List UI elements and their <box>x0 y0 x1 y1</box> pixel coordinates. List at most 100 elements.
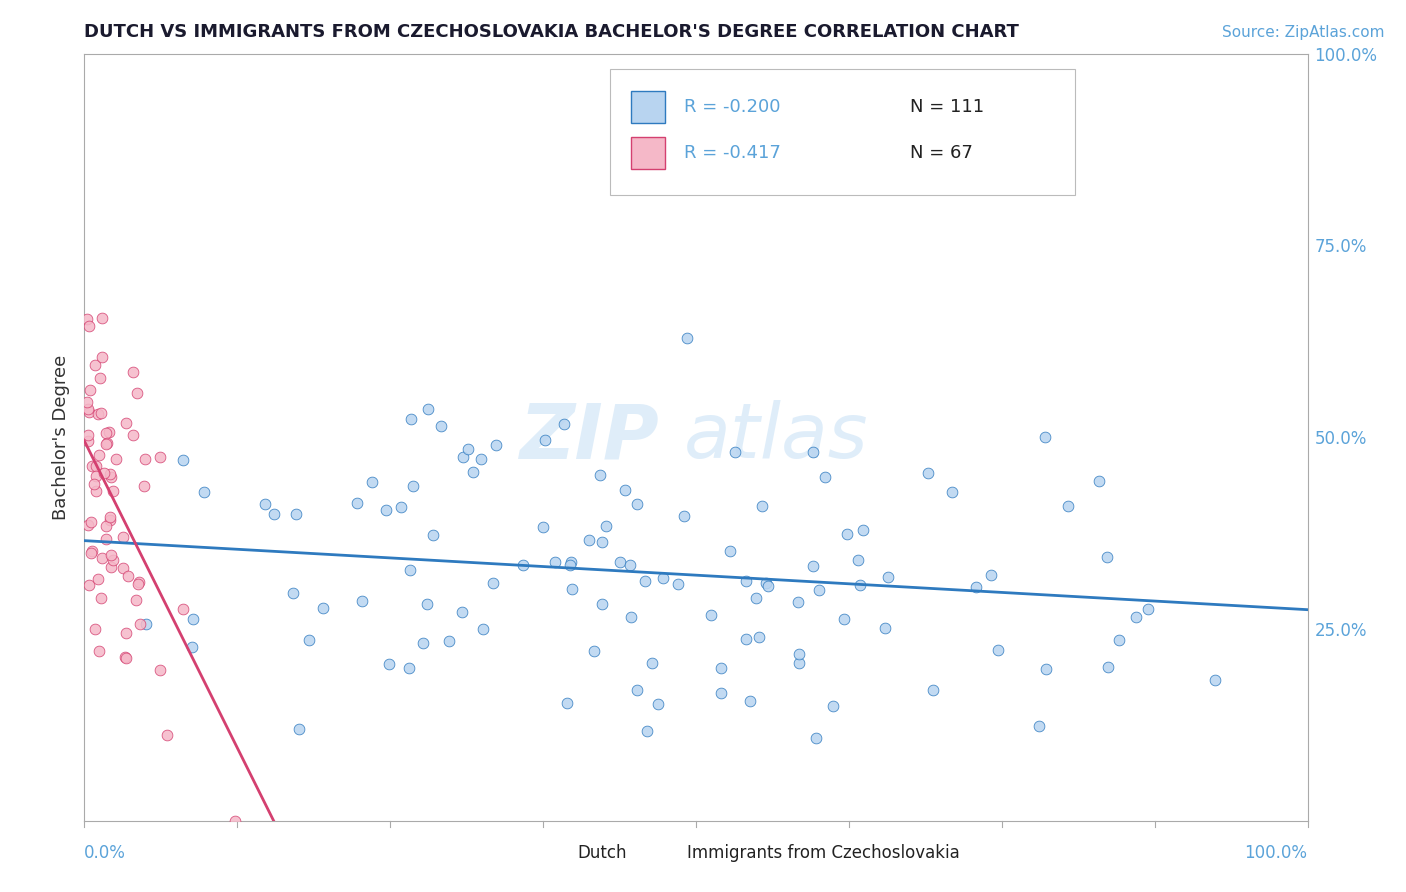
Point <box>1028 719 1050 733</box>
Point <box>626 682 648 697</box>
Point <box>512 558 534 572</box>
Point <box>112 530 135 544</box>
Point <box>350 593 373 607</box>
Point <box>589 467 612 482</box>
Point <box>100 560 122 574</box>
Point <box>132 479 155 493</box>
Point <box>619 558 641 573</box>
Point <box>156 727 179 741</box>
Point <box>1097 660 1119 674</box>
Point <box>748 630 770 644</box>
Point <box>80 546 103 560</box>
Point <box>544 555 567 569</box>
Text: 100.0%: 100.0% <box>1244 844 1308 862</box>
Point <box>1125 610 1147 624</box>
Point <box>283 586 305 600</box>
Point <box>531 520 554 534</box>
Y-axis label: Bachelor's Degree: Bachelor's Degree <box>52 354 70 520</box>
Text: R = -0.417: R = -0.417 <box>683 145 780 162</box>
Point <box>873 621 896 635</box>
Point <box>398 661 420 675</box>
Point <box>96 436 118 450</box>
Point <box>485 438 508 452</box>
Bar <box>550 841 571 863</box>
Point <box>117 568 139 582</box>
Point <box>666 577 689 591</box>
Point <box>636 724 658 739</box>
Point <box>125 592 148 607</box>
Point <box>647 697 669 711</box>
Point <box>76 395 98 409</box>
Point <box>91 350 114 364</box>
Point <box>787 656 810 670</box>
Point <box>415 597 437 611</box>
Point <box>620 610 643 624</box>
Point <box>77 434 100 448</box>
Point <box>122 428 145 442</box>
Text: 0.0%: 0.0% <box>84 844 127 862</box>
Point <box>77 428 100 442</box>
Point <box>738 693 761 707</box>
Point <box>93 467 115 481</box>
Point <box>672 509 695 524</box>
Point <box>94 533 117 547</box>
Point <box>193 485 215 500</box>
Point <box>77 319 100 334</box>
Point <box>430 419 453 434</box>
Point <box>609 555 631 569</box>
Point <box>253 497 276 511</box>
Point <box>76 518 98 533</box>
Point <box>84 622 107 636</box>
Point <box>100 548 122 562</box>
Point <box>987 642 1010 657</box>
Point <box>814 470 837 484</box>
Point <box>94 519 117 533</box>
Point <box>121 366 143 380</box>
Point <box>595 519 617 533</box>
Point <box>285 507 308 521</box>
Point <box>104 451 127 466</box>
Point <box>79 578 101 592</box>
Point <box>851 523 873 537</box>
Point <box>823 699 845 714</box>
Point <box>437 633 460 648</box>
Point <box>591 534 613 549</box>
Point <box>115 626 138 640</box>
Point <box>77 405 100 419</box>
Point <box>91 310 114 325</box>
Point <box>100 470 122 484</box>
Point <box>470 452 492 467</box>
Point <box>91 550 114 565</box>
Point <box>80 515 103 529</box>
Point <box>804 731 827 746</box>
Point <box>84 358 107 372</box>
Point <box>710 686 733 700</box>
Point <box>416 402 439 417</box>
Point <box>451 450 474 465</box>
Point <box>558 558 581 573</box>
Point <box>87 448 110 462</box>
Point <box>641 657 664 671</box>
Point <box>808 583 831 598</box>
Point <box>360 475 382 490</box>
Point <box>125 385 148 400</box>
Point <box>288 723 311 737</box>
Point <box>1056 499 1078 513</box>
Point <box>922 682 945 697</box>
Point <box>941 484 963 499</box>
Point <box>451 605 474 619</box>
Point <box>98 510 121 524</box>
Point <box>676 331 699 345</box>
Point <box>787 647 810 661</box>
Point <box>89 370 111 384</box>
Point <box>724 445 747 459</box>
Point <box>755 576 778 591</box>
Point <box>399 563 422 577</box>
Point <box>849 578 872 592</box>
Point <box>561 582 583 596</box>
Point <box>94 436 117 450</box>
Text: Immigrants from Czechoslovakia: Immigrants from Czechoslovakia <box>688 844 960 862</box>
Text: DUTCH VS IMMIGRANTS FROM CZECHOSLOVAKIA BACHELOR'S DEGREE CORRELATION CHART: DUTCH VS IMMIGRANTS FROM CZECHOSLOVAKIA … <box>84 23 1019 41</box>
Bar <box>631 137 665 169</box>
Point <box>76 312 98 326</box>
